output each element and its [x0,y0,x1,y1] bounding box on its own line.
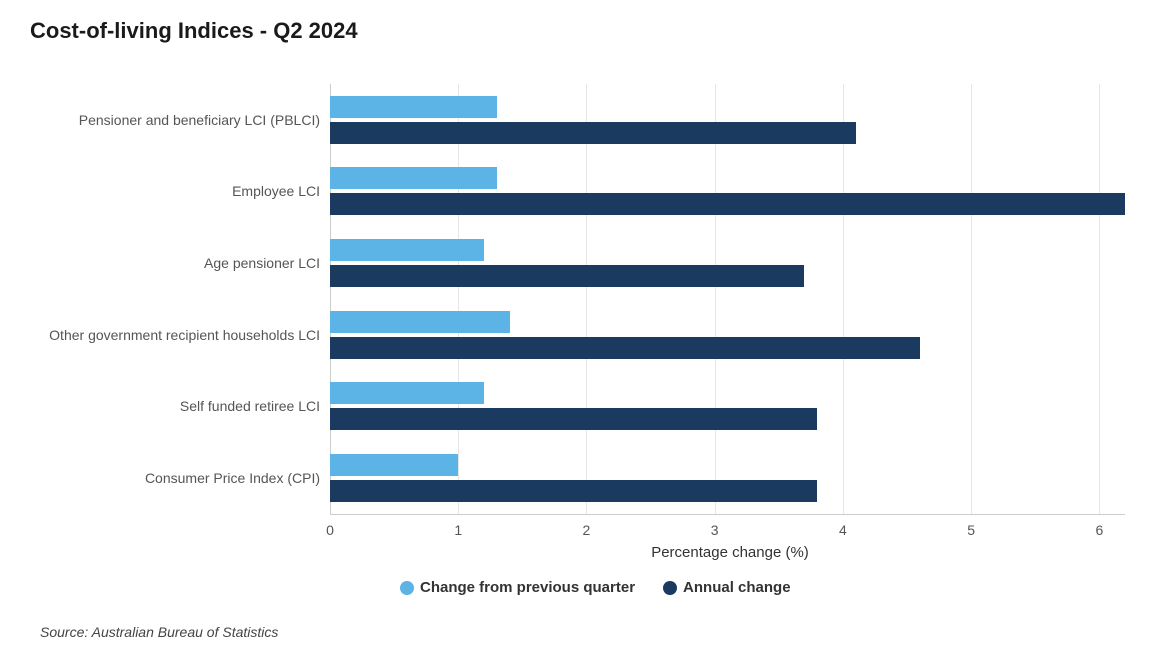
x-tick-label: 5 [967,522,975,538]
gridline [458,84,459,514]
bar [330,265,804,287]
bar [330,193,1125,215]
gridline [1099,84,1100,514]
legend: Change from previous quarter Annual chang… [400,579,791,596]
x-tick-label: 2 [583,522,591,538]
chart-container: Percentage change (%) Change from previo… [30,54,1125,614]
x-tick-label: 6 [1095,522,1103,538]
bar [330,454,458,476]
source-attribution: Source: Australian Bureau of Statistics [40,624,278,640]
bar [330,167,497,189]
legend-item: Annual change [663,579,791,596]
bar [330,408,817,430]
bar [330,311,510,333]
legend-label: Annual change [683,579,791,596]
bar [330,337,920,359]
plot-area [330,84,1125,514]
gridline [971,84,972,514]
x-axis-title: Percentage change (%) [580,544,880,561]
x-tick-label: 0 [326,522,334,538]
category-label: Age pensioner LCI [30,255,320,271]
legend-swatch [663,581,677,595]
gridline [715,84,716,514]
gridline [843,84,844,514]
x-axis-line [330,514,1125,515]
x-tick-label: 1 [454,522,462,538]
bar [330,122,856,144]
category-label: Pensioner and beneficiary LCI (PBLCI) [30,112,320,128]
x-tick-label: 4 [839,522,847,538]
gridline [586,84,587,514]
category-label: Consumer Price Index (CPI) [30,470,320,486]
x-tick-label: 3 [711,522,719,538]
gridline [330,84,331,514]
bar [330,480,817,502]
legend-item: Change from previous quarter [400,579,635,596]
chart-title: Cost-of-living Indices - Q2 2024 [30,18,1125,44]
bar [330,96,497,118]
bar [330,239,484,261]
legend-label: Change from previous quarter [420,579,635,596]
legend-swatch [400,581,414,595]
bar [330,382,484,404]
category-label: Other government recipient households LC… [30,327,320,343]
category-label: Employee LCI [30,183,320,199]
category-label: Self funded retiree LCI [30,398,320,414]
